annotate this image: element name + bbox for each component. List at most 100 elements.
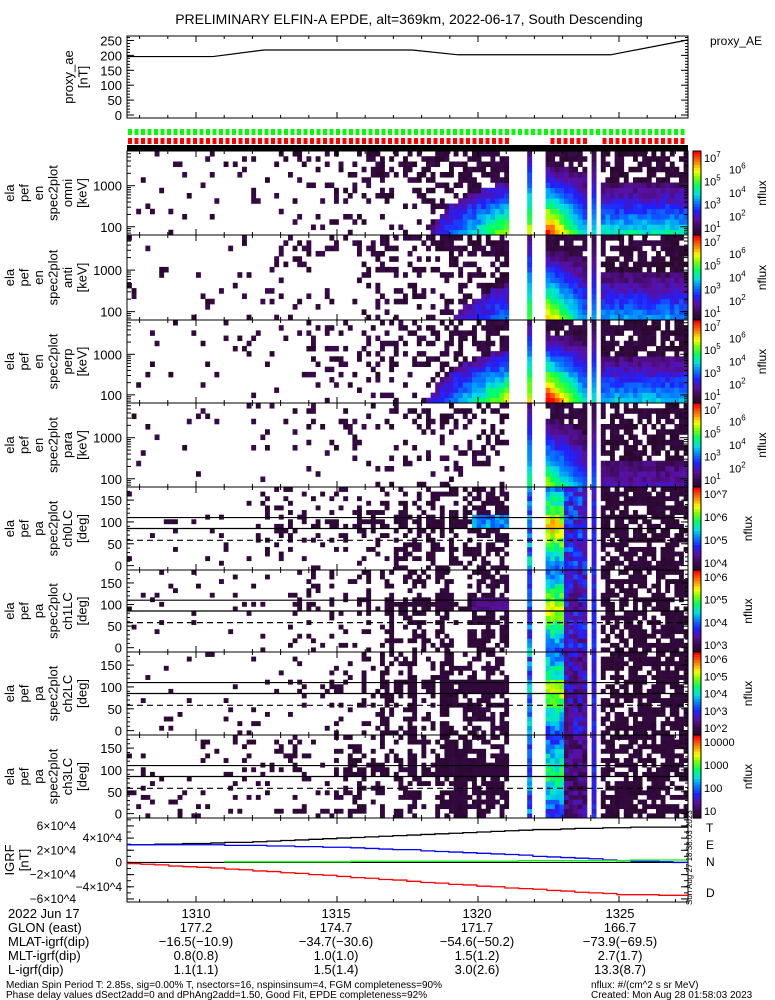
spectrogram-cell [633,546,638,552]
spectrogram-cell [559,282,565,289]
spectrogram-cell [600,298,606,305]
spectrogram-cell [564,403,569,409]
spectrogram-cell [582,345,588,352]
spectrogram-cell [352,371,358,378]
spectrogram-cell [674,403,680,409]
spectrogram-cell [338,716,344,722]
spectrogram-cell [297,570,303,575]
spectrogram-cell [495,642,500,648]
spectrogram-cell [564,652,569,657]
spectrogram-cell [426,382,431,388]
spectrogram-cell [564,182,569,189]
spectrogram-cell [628,356,634,362]
spectrogram-cell [343,361,349,367]
spectrogram-cell [389,615,395,621]
spectrogram-cell [462,172,468,178]
spectrogram-cell [619,361,625,367]
spectrogram-cell [605,330,611,336]
spectrogram-cell [490,408,496,414]
spectrogram-cell [582,177,588,183]
spectrogram-cell [246,340,252,347]
spectrogram-cell [495,208,500,215]
spectrogram-cell [490,542,496,548]
spectrogram-cell [467,235,473,241]
spectrogram-cell [237,721,243,727]
spectrogram-cell [426,166,431,173]
spectrogram-cell [435,519,441,525]
spectrogram-cell [334,523,339,529]
spectrogram-cell [439,601,445,607]
spectrogram-cell [370,702,376,708]
spectrogram-cell [550,565,556,571]
spectrogram-cell [292,611,298,616]
spectrogram-cell [499,505,505,511]
spectrogram-cell [623,172,629,178]
spectrogram-cell [361,670,367,676]
spectrogram-cell [504,721,510,727]
spectrogram-cell [393,340,399,347]
spectrogram-cell [573,172,579,178]
spectrogram-cell [628,166,634,173]
spectrogram-cell [559,721,565,727]
spectrogram-cell [444,711,450,717]
spectrogram-cell [472,450,477,456]
spectrogram-cell [600,629,606,635]
spectrogram-cell [527,707,533,713]
spectrogram-cell [297,177,303,183]
spectrogram-cell [366,377,372,383]
spectrogram-cell [412,656,418,662]
spectrogram-cell [550,397,556,404]
spectrogram-cell [559,546,565,552]
spectrogram-cell [669,476,675,483]
spectrogram-cell [439,397,445,404]
spectrogram-cell [550,560,556,566]
spectrogram-cell [444,481,450,488]
spectrogram-cell [619,546,625,552]
spectrogram-cell [554,556,560,562]
spectrogram-cell [665,633,671,639]
spectrogram-cell [278,505,284,511]
spectrogram-cell [554,345,560,352]
spectrogram-cell [495,245,500,252]
spectrogram-cell [449,556,454,562]
spectrogram-cell [614,496,620,502]
spectrogram-cell [619,542,625,548]
spectrogram-cell [591,282,597,289]
spectrogram-cell [527,624,533,630]
spectrogram-cell [564,203,569,210]
spectrogram-cell [582,592,588,598]
spectrogram-cell [380,261,385,268]
spectrogram-cell [435,565,441,571]
spectrogram-cell [439,546,445,552]
spectrogram-cell [407,371,413,378]
spectrogram-cell [545,288,551,294]
spectrogram-cell [619,261,625,268]
spectrogram-cell [564,698,569,704]
spectrogram-cell [430,496,436,502]
spectrogram-cell [476,314,482,321]
spectrogram-cell [628,340,634,347]
spectrogram-cell [674,455,680,462]
spectrogram-cell [619,392,625,399]
spectrogram-cell [485,382,491,388]
spectrogram-cell [642,556,648,562]
spectrogram-cell [265,546,270,552]
spectrogram-cell [660,219,666,225]
spectrogram-cell [449,551,454,557]
spectrogram-cell [669,647,675,653]
spectrogram-cell [449,542,454,548]
spectrogram-cell [600,592,606,598]
spectrogram-cell [416,272,422,278]
spectrogram-cell [384,505,390,511]
spectrogram-cell [573,487,579,492]
spectrogram-cell [591,277,597,284]
spectrogram-cell [660,235,666,241]
spectrogram-cell [614,325,620,331]
spectrogram-cell [679,500,684,506]
spectrogram-cell [573,579,579,584]
spectrogram-cell [646,633,652,639]
spectrogram-cell [361,166,367,173]
spectrogram-cell [435,592,441,598]
spectrogram-cell [674,642,680,648]
spectrogram-cell [297,606,303,612]
